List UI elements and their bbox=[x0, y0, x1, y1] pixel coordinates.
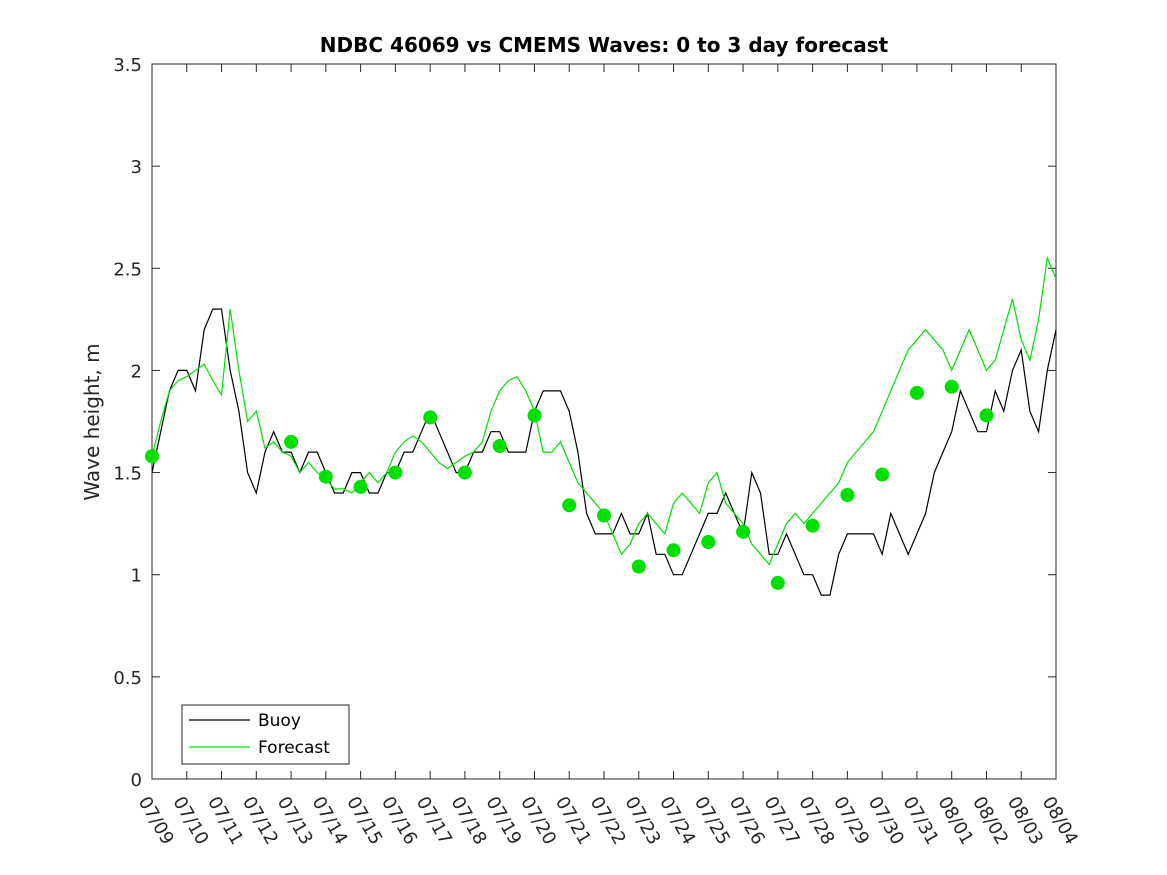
series-line-buoy bbox=[151, 308, 1057, 596]
forecast-point bbox=[875, 467, 890, 482]
forecast-point bbox=[840, 488, 855, 502]
y-tick-label: 0.5 bbox=[113, 668, 142, 689]
forecast-point bbox=[805, 518, 820, 533]
forecast-point bbox=[736, 524, 751, 539]
forecast-point bbox=[353, 479, 368, 494]
forecast-point bbox=[423, 410, 438, 425]
forecast-point bbox=[597, 508, 611, 523]
y-tick-label: 2 bbox=[131, 361, 142, 382]
y-tick-label: 1 bbox=[131, 566, 142, 587]
x-tick-label: 08/04 bbox=[1038, 793, 1082, 848]
y-tick-label: 1.5 bbox=[113, 464, 142, 485]
y-tick-label: 0 bbox=[131, 770, 142, 791]
forecast-point bbox=[979, 408, 994, 423]
y-tick-label: 3.5 bbox=[113, 55, 142, 76]
forecast-point bbox=[284, 434, 299, 449]
forecast-point bbox=[562, 498, 577, 513]
legend-buoy-label: Buoy bbox=[258, 711, 301, 731]
forecast-point bbox=[909, 385, 924, 400]
forecast-point bbox=[701, 535, 716, 549]
legend-box bbox=[181, 704, 350, 765]
forecast-point bbox=[492, 439, 507, 453]
plot-area bbox=[151, 63, 1057, 780]
y-tick-label: 3 bbox=[131, 157, 142, 178]
forecast-point bbox=[666, 543, 681, 558]
forecast-point bbox=[388, 465, 403, 480]
forecast-point bbox=[318, 469, 333, 484]
marker-layer bbox=[145, 379, 994, 590]
forecast-point bbox=[944, 379, 959, 394]
forecast-point bbox=[457, 465, 472, 480]
y-axis: 0 0.5 1 1.5 2 2.5 3 3.5 bbox=[113, 55, 1056, 791]
chart-title: NDBC 46069 vs CMEMS Waves: 0 to 3 day fo… bbox=[320, 33, 889, 57]
forecast-point bbox=[527, 408, 542, 423]
forecast-point bbox=[770, 575, 785, 590]
forecast-point bbox=[631, 559, 646, 574]
legend: Buoy Forecast bbox=[181, 704, 350, 765]
y-axis-label: Wave height, m bbox=[80, 343, 104, 500]
forecast-point bbox=[145, 449, 159, 464]
y-tick-label: 2.5 bbox=[113, 259, 142, 280]
legend-forecast-label: Forecast bbox=[258, 738, 330, 758]
